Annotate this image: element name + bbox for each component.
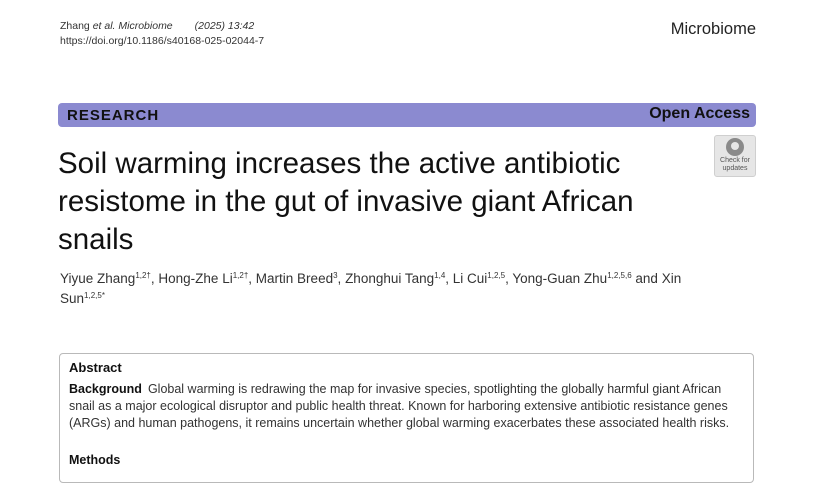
abstract-box: Abstract Background Global warming is red… <box>59 353 754 483</box>
doi-link[interactable]: https://doi.org/10.1186/s40168-025-02044… <box>60 35 265 47</box>
article-type-label: RESEARCH <box>67 107 160 124</box>
check-for-updates-badge[interactable]: Check for updates <box>714 135 756 177</box>
open-access-label: Open Access <box>649 105 750 122</box>
article-title: Soil warming increases the active antibi… <box>58 147 634 256</box>
author-separator: , <box>445 271 453 286</box>
author-affiliation: 1,2,5* <box>84 291 105 300</box>
author-separator: , <box>248 271 256 286</box>
author-list: Yiyue Zhang1,2†, Hong-Zhe Li1,2†, Martin… <box>60 269 720 309</box>
check-updates-line1: Check for <box>720 157 750 164</box>
citation-authors: Zhang <box>60 20 93 32</box>
check-updates-text: Check for updates <box>715 157 755 173</box>
citation-line: Zhang et al. Microbiome (2025) 13:42 <box>60 19 264 34</box>
author-name[interactable]: Yong-Guan Zhu <box>512 271 608 286</box>
author-name[interactable]: Yiyue Zhang <box>60 271 136 286</box>
check-updates-line2: updates <box>722 165 748 172</box>
author-affiliation: 1,4 <box>434 271 446 280</box>
author-name[interactable]: Hong-Zhe Li <box>158 271 233 286</box>
author-affiliation: 3 <box>333 271 338 280</box>
author-affiliation: 1,2† <box>135 271 151 280</box>
citation-journal: Microbiome <box>115 20 173 32</box>
author-affiliation: 1,2,5 <box>487 271 506 280</box>
abstract-background: Background Global warming is redrawing th… <box>69 381 744 432</box>
author-name[interactable]: Zhonghui Tang <box>345 271 435 286</box>
abstract-methods: Methods <box>69 452 120 469</box>
background-text: Global warming is redrawing the map for … <box>69 382 730 430</box>
citation-header: Zhang et al. Microbiome (2025) 13:42 http… <box>60 19 264 49</box>
author-separator: , <box>505 271 513 286</box>
author-name[interactable]: Li Cui <box>452 271 488 286</box>
author-separator: , <box>150 271 159 286</box>
abstract-heading: Abstract <box>69 360 122 375</box>
journal-name: Microbiome <box>670 20 756 38</box>
methods-label: Methods <box>69 453 121 467</box>
article-type-banner: RESEARCH Open Access <box>58 103 756 127</box>
author-and: and <box>631 271 662 286</box>
author-affiliation: 1,2† <box>232 271 249 280</box>
author-name[interactable]: Xin Sun <box>60 271 682 306</box>
citation-year: (2025) 13:42 <box>194 20 255 32</box>
author-affiliation: 1,2,5,6 <box>607 271 632 280</box>
background-label: Background <box>69 382 142 396</box>
citation-etal: et al. <box>92 20 116 32</box>
author-name[interactable]: Martin Breed <box>255 271 334 286</box>
author-separator: , <box>337 271 346 286</box>
check-updates-icon <box>726 138 744 156</box>
